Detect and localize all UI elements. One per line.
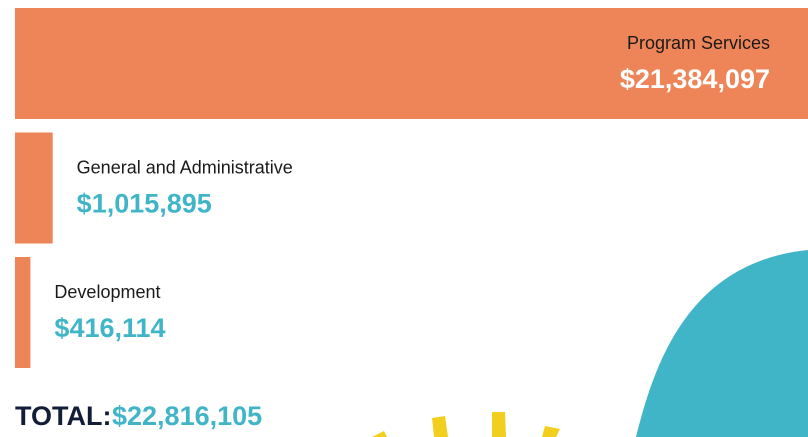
chart: TOTAL: $22,816,105 Program Services $21,3… [0, 0, 808, 437]
decor-blob [636, 250, 808, 437]
bar [15, 133, 53, 244]
value-label: $21,384,097 [620, 64, 770, 94]
value-label: $1,015,895 [77, 189, 212, 219]
total-value: $22,816,105 [112, 401, 262, 431]
decor-rays [372, 412, 560, 437]
category-label: Program Services [627, 33, 770, 53]
value-label: $416,114 [54, 313, 165, 343]
bar [15, 257, 30, 368]
page: {"chart_data": {"type": "bar", "orientat… [0, 0, 808, 437]
total-label: TOTAL: [15, 401, 111, 431]
category-label: Development [54, 282, 160, 302]
category-label: General and Administrative [77, 157, 293, 177]
